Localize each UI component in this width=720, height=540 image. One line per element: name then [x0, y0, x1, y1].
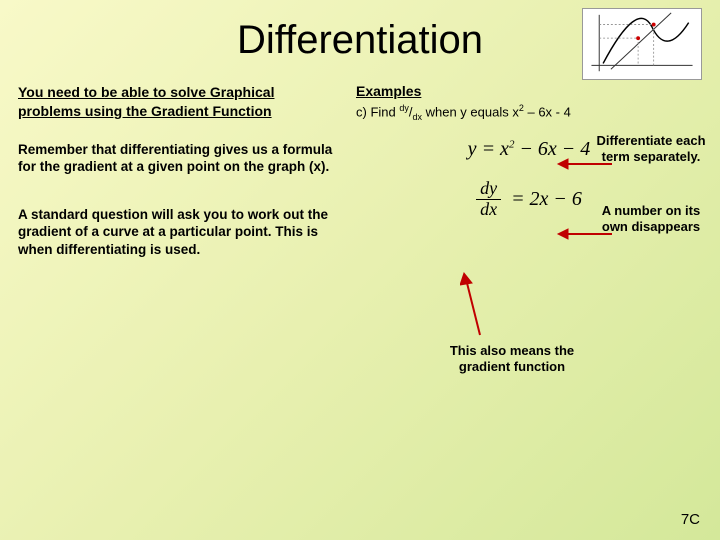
arrow-2-icon	[556, 225, 616, 243]
example-suffix: – 6x - 4	[524, 104, 571, 119]
content-area: You need to be able to solve Graphical p…	[0, 73, 720, 289]
fraction-numerator: dy	[476, 179, 501, 200]
arrow-3-icon	[460, 271, 486, 341]
example-prefix: c) Find	[356, 104, 399, 119]
arrow-1-icon	[556, 155, 616, 173]
footer-label: 7C	[681, 511, 700, 528]
eq-rhs-a: = x	[482, 138, 509, 160]
examples-heading: Examples	[356, 83, 702, 99]
derivative-rhs: = 2x − 6	[511, 188, 582, 211]
example-c-text: c) Find dy/dx when y equals x2 – 6x - 4	[356, 103, 702, 122]
corner-diagram	[582, 8, 702, 80]
example-mid: when y equals x	[422, 104, 519, 119]
paragraph-2: A standard question will ask you to work…	[18, 206, 338, 259]
paragraph-1: Remember that differentiating gives us a…	[18, 141, 338, 176]
gradient-caption: This also means the gradient function	[432, 343, 592, 376]
eq-lhs: y	[468, 138, 477, 160]
right-column: Examples c) Find dy/dx when y equals x2 …	[356, 83, 702, 289]
left-column: You need to be able to solve Graphical p…	[18, 83, 338, 289]
fraction-denominator: dx	[476, 200, 501, 220]
fraction-dy-dx: dy dx	[476, 179, 501, 220]
subheading: You need to be able to solve Graphical p…	[18, 83, 338, 121]
